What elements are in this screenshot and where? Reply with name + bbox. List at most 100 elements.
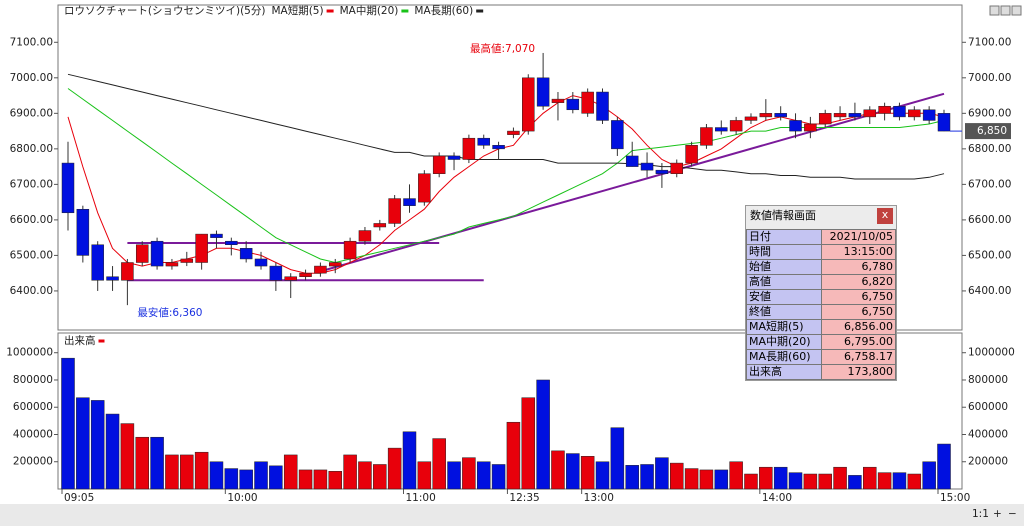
legend-label: MA短期(5) [271,4,323,17]
info-label: 終値 [746,304,822,320]
y-tick-label: 7100.00 [10,36,53,48]
legend-swatch [401,9,409,13]
volume-bar [328,471,343,490]
info-value: 13:15:00 [821,244,896,260]
volume-bar [105,413,120,490]
candle-body [135,244,149,263]
volume-bar [759,466,773,490]
volume-bar [491,464,506,490]
y-tick-label: 600000 [13,401,53,413]
y-tick-label: 6500.00 [10,249,53,261]
candle-body [106,276,119,281]
volume-bar [580,456,595,490]
candle-body [536,77,550,107]
high-label: 最高値:7,070 [470,42,535,55]
zoom-out[interactable]: − [1008,508,1017,520]
volume-bar [773,466,788,490]
x-tick-label: 10:00 [227,492,257,504]
y-tick-label: 6600.00 [10,214,53,226]
volume-bar [476,461,491,490]
info-label: MA短期(5) [746,319,822,335]
y2-tick-label: 6400.00 [968,285,1011,297]
volume-bar [194,451,209,490]
candle-body [581,91,594,114]
volume-bar [566,453,580,490]
volume-bar [90,400,105,490]
candle-body [655,169,669,174]
info-row: 時間 13:15:00 [746,244,896,260]
info-row: 出来高 173,800 [746,364,896,380]
candle-body [833,113,847,118]
volume-bar [76,397,90,490]
y-tick-label: 400000 [13,428,53,440]
candle-body [596,91,609,121]
info-label: MA長期(60) [746,349,822,365]
panel-title: 数値情報画面 [750,209,816,222]
y2-tick-label: 800000 [968,374,1008,386]
volume-bar [877,472,892,490]
volume-bar [298,469,313,490]
candle-body [150,240,164,267]
volume-bar [432,438,446,490]
info-row: MA中期(20) 6,795.00 [746,334,896,350]
zoom-in[interactable]: + [993,508,1002,520]
info-label: 時間 [746,244,822,260]
info-value: 6,780 [821,259,896,275]
candle-body [477,137,490,146]
volume-bar [788,472,803,490]
candle-body [863,109,877,118]
btn-i[interactable] [1000,5,1011,16]
btn-l[interactable] [989,5,1000,16]
info-row: 安値 6,750 [746,289,896,305]
y-tick-label: 6900.00 [10,107,53,119]
info-row: 高値 6,820 [746,274,896,290]
candle-body [388,198,401,224]
volume-bar [209,461,224,490]
last-label: 6,850 [977,125,1007,137]
scrollbar[interactable] [0,504,1024,526]
info-row: 始値 6,780 [746,259,896,275]
volume-bar [848,475,862,490]
candle-body [685,145,698,164]
info-value: 6,856.00 [821,319,896,335]
info-value: 6,795.00 [821,334,896,350]
chart-title: ロウソクチャート(ショウセンミツイ)(5分) [64,5,265,17]
volume-bar [506,421,521,490]
legend-swatch [326,9,334,13]
volume-bar [818,473,832,490]
volume-bar [536,379,550,490]
volume-bar [165,454,179,490]
candle-body [91,244,104,281]
candle-body [729,120,743,132]
info-row: MA長期(60) 6,758.17 [746,349,896,365]
trendline [320,92,945,273]
volume-bar [120,423,135,490]
info-table: 日付 2021/10/05 時間 13:15:00 始値 6,780 高値 6,820 安値 6,… [746,229,896,380]
volume-bar [551,450,565,490]
candle-body [343,240,357,260]
volume-bar [447,461,461,490]
candle-body [715,127,728,132]
candle-body [507,130,520,135]
x-tick-label: 15:00 [940,492,970,504]
zoom[interactable]: 1:1 [972,508,989,520]
volume-bar [387,447,402,490]
candle-body [121,262,134,281]
volume-bar [684,468,699,490]
candle-body [670,162,683,174]
volume-bar [373,464,387,490]
btn-x[interactable] [1011,5,1022,16]
close-button[interactable]: x [877,208,893,224]
x-tick-label: 13:00 [584,492,614,504]
candle-body [269,265,283,281]
volume-bar [283,454,298,490]
legend-swatch [98,339,105,343]
candle-body [254,258,268,267]
volume-bar [254,461,268,490]
volume-bar [224,468,239,490]
candle-body [462,137,476,160]
volume-bar [343,454,357,490]
volume-bar [150,436,164,490]
volume-bar [417,461,432,490]
